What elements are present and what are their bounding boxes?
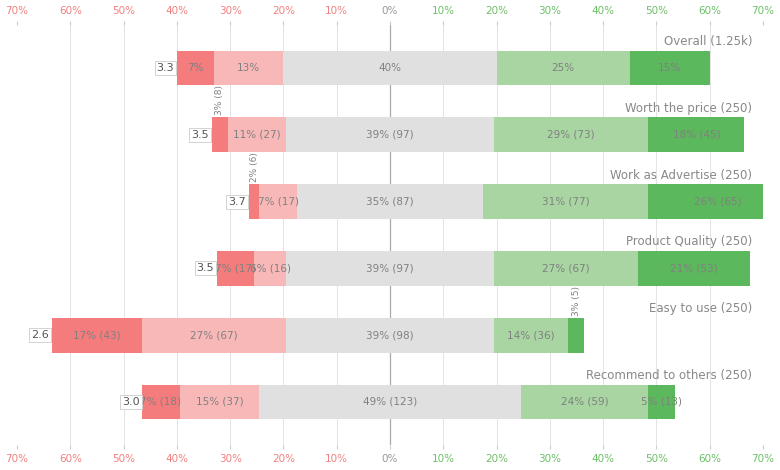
Bar xyxy=(648,184,780,219)
Bar xyxy=(494,318,569,352)
Text: Worth the price (250): Worth the price (250) xyxy=(626,102,752,115)
Text: 7% (17): 7% (17) xyxy=(215,263,256,274)
Text: 21% (53): 21% (53) xyxy=(670,263,718,274)
Bar xyxy=(286,318,494,352)
Text: 26% (65): 26% (65) xyxy=(694,196,742,207)
Text: 5% (13): 5% (13) xyxy=(641,397,682,407)
Text: 3.5: 3.5 xyxy=(197,263,215,274)
Bar xyxy=(260,384,520,419)
Bar xyxy=(497,51,629,86)
Bar xyxy=(142,384,179,419)
Bar xyxy=(494,251,638,286)
Text: 13%: 13% xyxy=(237,63,261,73)
Text: 39% (97): 39% (97) xyxy=(366,130,414,140)
Text: Easy to use (250): Easy to use (250) xyxy=(649,302,752,315)
Text: 6% (16): 6% (16) xyxy=(250,263,291,274)
Bar xyxy=(211,118,228,152)
Text: 3.7: 3.7 xyxy=(229,196,246,207)
Bar xyxy=(215,51,283,86)
Text: 3% (8): 3% (8) xyxy=(215,86,224,116)
Text: 25%: 25% xyxy=(551,63,575,73)
Bar xyxy=(286,251,494,286)
Text: 7%: 7% xyxy=(187,63,204,73)
Bar xyxy=(296,184,484,219)
Bar xyxy=(484,184,648,219)
Text: 24% (59): 24% (59) xyxy=(561,397,608,407)
Bar xyxy=(217,251,254,286)
Text: 2% (6): 2% (6) xyxy=(250,152,259,182)
Text: 39% (97): 39% (97) xyxy=(366,263,414,274)
Text: 3.0: 3.0 xyxy=(122,397,140,407)
Bar xyxy=(249,184,260,219)
Text: 3% (5): 3% (5) xyxy=(572,286,581,316)
Bar xyxy=(648,118,744,152)
Bar xyxy=(569,318,584,352)
Bar xyxy=(51,318,142,352)
Text: 7% (17): 7% (17) xyxy=(257,196,299,207)
Text: 29% (73): 29% (73) xyxy=(548,130,595,140)
Text: 3.5: 3.5 xyxy=(191,130,209,140)
Text: 2.6: 2.6 xyxy=(31,330,49,340)
Text: 31% (77): 31% (77) xyxy=(542,196,590,207)
Bar xyxy=(179,384,260,419)
Bar xyxy=(177,51,214,86)
Text: Product Quality (250): Product Quality (250) xyxy=(626,235,752,248)
Text: 35% (87): 35% (87) xyxy=(366,196,414,207)
Bar xyxy=(228,118,286,152)
Text: 18% (45): 18% (45) xyxy=(672,130,720,140)
Text: 15% (37): 15% (37) xyxy=(196,397,243,407)
Text: 49% (123): 49% (123) xyxy=(363,397,417,407)
Text: 17% (43): 17% (43) xyxy=(73,330,121,340)
Text: 15%: 15% xyxy=(658,63,681,73)
Text: Work as Advertise (250): Work as Advertise (250) xyxy=(610,169,752,181)
Text: 27% (67): 27% (67) xyxy=(542,263,590,274)
Bar xyxy=(638,251,750,286)
Bar xyxy=(629,51,710,86)
Text: 14% (36): 14% (36) xyxy=(507,330,555,340)
Text: 11% (27): 11% (27) xyxy=(233,130,281,140)
Text: 7% (18): 7% (18) xyxy=(140,397,182,407)
Bar xyxy=(286,118,494,152)
Text: Overall (1.25k): Overall (1.25k) xyxy=(664,35,752,48)
Bar xyxy=(520,384,648,419)
Bar xyxy=(494,118,648,152)
Bar xyxy=(648,384,675,419)
Text: 3.3: 3.3 xyxy=(157,63,174,73)
Bar xyxy=(283,51,497,86)
Bar xyxy=(254,251,286,286)
Bar xyxy=(260,184,296,219)
Text: 40%: 40% xyxy=(378,63,402,73)
Text: 39% (98): 39% (98) xyxy=(366,330,414,340)
Bar xyxy=(142,318,286,352)
Text: Recommend to others (250): Recommend to others (250) xyxy=(587,369,752,382)
Text: 27% (67): 27% (67) xyxy=(190,330,238,340)
